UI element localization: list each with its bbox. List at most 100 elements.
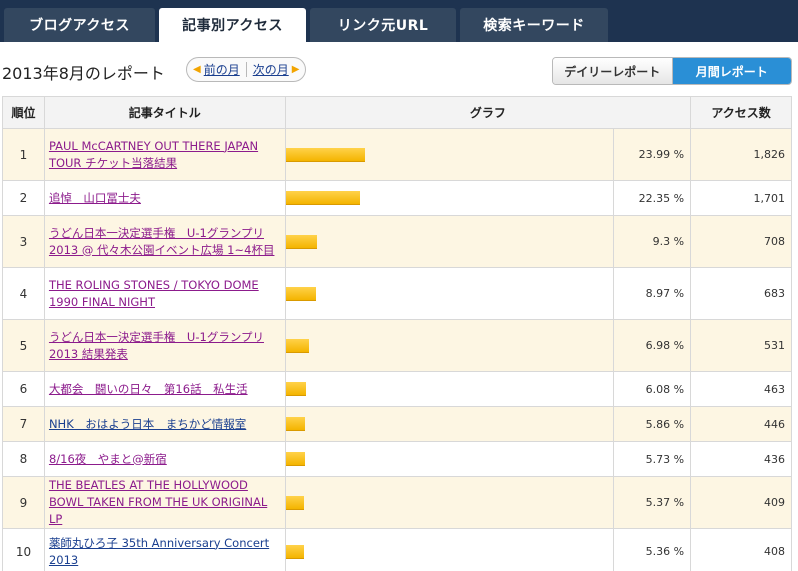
- header-graph: グラフ: [284, 96, 692, 129]
- access-bar: [285, 191, 360, 205]
- row-graph-cell: [284, 180, 615, 216]
- row-access-count: 708: [690, 215, 792, 268]
- table-row: 6 大都会 闘いの日々 第16話 私生活 6.08 % 463: [2, 371, 792, 407]
- row-graph-cell: [284, 319, 615, 372]
- table-row: 9 THE BEATLES AT THE HOLLYWOOD BOWL TAKEN…: [2, 476, 792, 529]
- access-bar: [285, 495, 304, 510]
- row-access-count: 683: [690, 267, 792, 320]
- prev-arrow-icon: ◀: [193, 64, 201, 75]
- access-bar: [285, 234, 317, 249]
- row-graph-cell: [284, 371, 615, 407]
- row-title-cell: 追悼 山口冨士夫: [43, 180, 286, 216]
- row-access-count: 409: [690, 476, 792, 529]
- article-title-link[interactable]: 追悼 山口冨士夫: [48, 190, 141, 205]
- row-percentage: 9.3 %: [613, 215, 692, 268]
- report-period-toggle: デイリーレポート 月間レポート: [552, 57, 792, 85]
- row-percentage: 22.35 %: [613, 180, 692, 216]
- article-title-link[interactable]: PAUL McCARTNEY OUT THERE JAPAN TOUR チケット…: [48, 138, 259, 170]
- article-title-link[interactable]: THE BEATLES AT THE HOLLYWOOD BOWL TAKEN …: [48, 478, 268, 526]
- month-nav-divider: [245, 62, 247, 77]
- article-title-link[interactable]: NHK おはよう日本 まちかど情報室: [48, 416, 247, 431]
- article-title-link[interactable]: うどん日本一決定選手権 U-1グランプリ2013 結果発表: [48, 329, 264, 361]
- article-title-link[interactable]: うどん日本一決定選手権 U-1グランプリ2013 @ 代々木公園イベント広場 1…: [48, 225, 275, 257]
- report-tab-bar: ブログアクセス 記事別アクセス リンク元URL 検索キーワード: [0, 0, 798, 42]
- monthly-report-button[interactable]: 月間レポート: [672, 58, 791, 84]
- header-title: 記事タイトル: [43, 96, 286, 129]
- row-title-cell: うどん日本一決定選手権 U-1グランプリ2013 結果発表: [43, 319, 286, 372]
- article-title-link[interactable]: 8/16夜 やまと@新宿: [48, 451, 167, 466]
- access-bar: [285, 417, 305, 431]
- article-title-link[interactable]: 大都会 闘いの日々 第16話 私生活: [48, 381, 248, 396]
- table-row: 8 8/16夜 やまと@新宿 5.73 % 436: [2, 441, 792, 477]
- report-title: 2013年8月のレポート: [2, 64, 165, 83]
- row-rank: 5: [2, 319, 45, 372]
- row-title-cell: PAUL McCARTNEY OUT THERE JAPAN TOUR チケット…: [43, 128, 286, 181]
- header-count: アクセス数: [690, 96, 792, 129]
- row-graph-cell: [284, 215, 615, 268]
- prev-month-link[interactable]: 前の月: [203, 63, 240, 77]
- tab-referrer-url[interactable]: リンク元URL: [310, 8, 456, 42]
- row-rank: 8: [2, 441, 45, 477]
- row-title-cell: NHK おはよう日本 まちかど情報室: [43, 406, 286, 442]
- row-access-count: 1,701: [690, 180, 792, 216]
- month-navigation: ◀ 前の月 次の月 ▶: [186, 57, 307, 82]
- row-rank: 4: [2, 267, 45, 320]
- row-percentage: 6.98 %: [613, 319, 692, 372]
- row-percentage: 5.36 %: [613, 528, 692, 571]
- row-rank: 6: [2, 371, 45, 407]
- tab-search-keyword[interactable]: 検索キーワード: [460, 8, 608, 42]
- row-title-cell: 8/16夜 やまと@新宿: [43, 441, 286, 477]
- table-row: 2 追悼 山口冨士夫 22.35 % 1,701: [2, 180, 792, 216]
- table-row: 1 PAUL McCARTNEY OUT THERE JAPAN TOUR チケッ…: [2, 128, 792, 181]
- table-row: 10 薬師丸ひろ子 35th Anniversary Concert 2013 5.…: [2, 528, 792, 571]
- next-month-link[interactable]: 次の月: [252, 63, 289, 77]
- row-percentage: 8.97 %: [613, 267, 692, 320]
- row-graph-cell: [284, 476, 615, 529]
- row-percentage: 5.86 %: [613, 406, 692, 442]
- row-rank: 9: [2, 476, 45, 529]
- row-graph-cell: [284, 441, 615, 477]
- table-row: 3 うどん日本一決定選手権 U-1グランプリ2013 @ 代々木公園イベント広場 …: [2, 215, 792, 268]
- row-percentage: 5.37 %: [613, 476, 692, 529]
- access-bar: [285, 382, 306, 396]
- row-access-count: 446: [690, 406, 792, 442]
- row-rank: 1: [2, 128, 45, 181]
- next-arrow-icon: ▶: [291, 64, 300, 75]
- access-bar: [285, 147, 365, 162]
- article-title-link[interactable]: THE ROLING STONES / TOKYO DOME 1990 FINA…: [48, 277, 259, 309]
- article-title-link[interactable]: 薬師丸ひろ子 35th Anniversary Concert 2013: [48, 535, 270, 567]
- row-access-count: 436: [690, 441, 792, 477]
- row-graph-cell: [284, 528, 615, 571]
- row-percentage: 6.08 %: [613, 371, 692, 407]
- row-percentage: 5.73 %: [613, 441, 692, 477]
- row-title-cell: うどん日本一決定選手権 U-1グランプリ2013 @ 代々木公園イベント広場 1…: [43, 215, 286, 268]
- row-rank: 7: [2, 406, 45, 442]
- row-graph-cell: [284, 128, 615, 181]
- tab-article-access[interactable]: 記事別アクセス: [159, 8, 306, 42]
- table-row: 4 THE ROLING STONES / TOKYO DOME 1990 FIN…: [2, 267, 792, 320]
- row-graph-cell: [284, 267, 615, 320]
- header-rank: 順位: [2, 96, 45, 129]
- row-title-cell: THE ROLING STONES / TOKYO DOME 1990 FINA…: [43, 267, 286, 320]
- row-access-count: 1,826: [690, 128, 792, 181]
- table-row: 5 うどん日本一決定選手権 U-1グランプリ2013 結果発表 6.98 % 531: [2, 319, 792, 372]
- row-rank: 3: [2, 215, 45, 268]
- row-percentage: 23.99 %: [613, 128, 692, 181]
- row-title-cell: THE BEATLES AT THE HOLLYWOOD BOWL TAKEN …: [43, 476, 286, 529]
- row-access-count: 463: [690, 371, 792, 407]
- row-rank: 10: [2, 528, 45, 571]
- row-title-cell: 薬師丸ひろ子 35th Anniversary Concert 2013: [43, 528, 286, 571]
- daily-report-button[interactable]: デイリーレポート: [553, 58, 673, 84]
- table-row: 7 NHK おはよう日本 まちかど情報室 5.86 % 446: [2, 406, 792, 442]
- access-bar: [285, 452, 305, 466]
- row-graph-cell: [284, 406, 615, 442]
- tab-blog-access[interactable]: ブログアクセス: [4, 8, 155, 42]
- article-access-table: 順位 記事タイトル グラフ アクセス数 1 PAUL McCARTNEY OUT …: [2, 96, 792, 571]
- table-header-row: 順位 記事タイトル グラフ アクセス数: [2, 96, 792, 129]
- row-access-count: 531: [690, 319, 792, 372]
- row-access-count: 408: [690, 528, 792, 571]
- access-bar: [285, 338, 309, 353]
- row-title-cell: 大都会 闘いの日々 第16話 私生活: [43, 371, 286, 407]
- access-bar: [285, 544, 304, 559]
- row-rank: 2: [2, 180, 45, 216]
